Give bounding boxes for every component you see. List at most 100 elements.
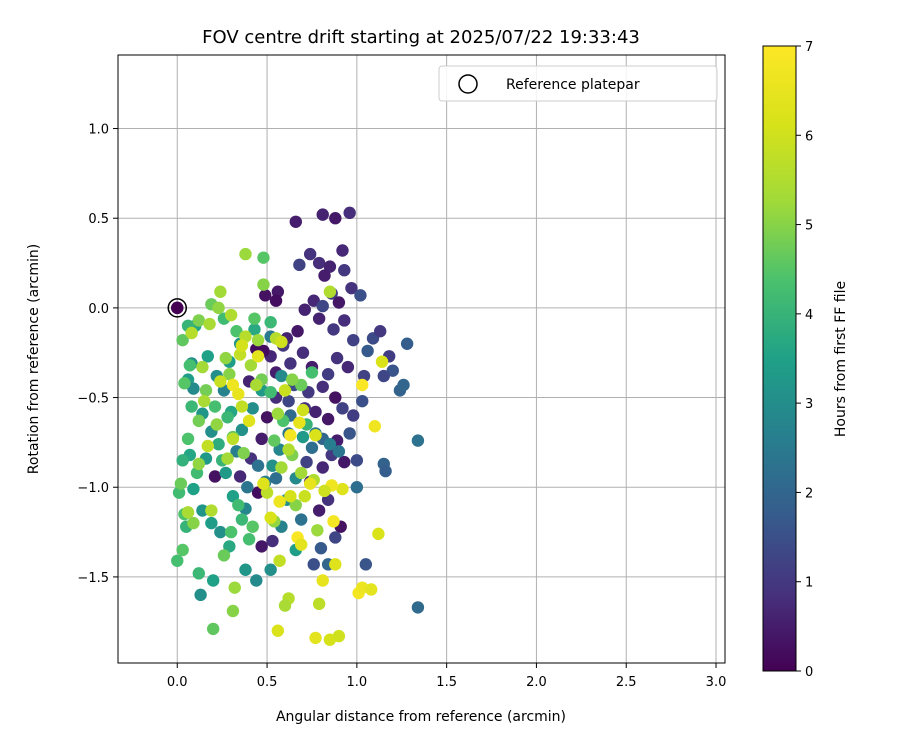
reference-fill-point (171, 301, 184, 315)
scatter-point (269, 294, 283, 307)
scatter-point (316, 208, 329, 221)
scatter-point (332, 629, 346, 643)
scatter-point (244, 359, 258, 372)
scatter-point (223, 368, 236, 381)
scatter-point (293, 416, 306, 429)
y-tick-label: −1.0 (77, 481, 109, 496)
scatter-point (338, 264, 351, 277)
scatter-point (178, 377, 191, 390)
scatter-point (192, 414, 206, 428)
scatter-point (226, 604, 240, 618)
y-tick-label: 0.5 (88, 212, 109, 227)
scatter-point (219, 351, 232, 365)
scatter-point (278, 599, 292, 612)
x-tick-label: 2.5 (616, 675, 637, 690)
scatter-point (228, 581, 241, 594)
scatter-point (296, 403, 310, 417)
scatter-point (309, 405, 322, 419)
scatter-point (210, 418, 223, 431)
scatter-point (246, 520, 259, 533)
scatter-point (257, 251, 270, 264)
scatter-point (214, 525, 227, 539)
scatter-point (311, 524, 324, 537)
scatter-point (235, 513, 249, 526)
scatter-point (303, 477, 317, 490)
scatter-point (282, 394, 295, 408)
scatter-point (309, 631, 322, 645)
scatter-point (221, 452, 234, 465)
scatter-point (264, 563, 277, 576)
scatter-point (264, 385, 277, 399)
scatter-point (329, 531, 342, 544)
scatter-point (368, 420, 382, 433)
scatter-point (223, 540, 236, 553)
scatter-point (232, 387, 245, 401)
scatter-point (251, 486, 265, 499)
scatter-point (375, 355, 389, 368)
scatter-point (291, 325, 304, 338)
scatter-point (192, 567, 206, 580)
colorbar-tick-label: 0 (805, 665, 813, 680)
scatter-point (327, 323, 340, 336)
scatter-point (201, 350, 214, 363)
y-axis-ticks: −1.5 −1.0 −0.5 0.0 0.5 1.0 (77, 123, 118, 586)
scatter-point (255, 432, 268, 446)
scatter-point (235, 423, 249, 437)
scatter-point (201, 439, 214, 453)
scatter-point (198, 394, 211, 408)
scatter-point (329, 212, 342, 225)
scatter-point (273, 554, 286, 567)
x-axis-ticks: 0.0 0.5 1.0 1.5 2.0 2.5 3.0 (167, 663, 726, 690)
legend: Reference platepar (438, 65, 718, 102)
scatter-point (312, 504, 326, 517)
scatter-point (307, 294, 320, 307)
scatter-point (248, 312, 261, 325)
colorbar-label: Hours from first FF file (833, 281, 849, 437)
scatter-point (356, 378, 369, 392)
scatter-point (230, 325, 243, 338)
scatter-point (171, 554, 184, 567)
scatter-point (264, 316, 277, 329)
scatter-point (296, 346, 310, 359)
x-tick-label: 1.0 (347, 675, 368, 690)
y-tick-label: 1.0 (88, 123, 109, 138)
scatter-point (296, 430, 310, 444)
y-tick-label: 0.0 (88, 302, 109, 317)
scatter-point (242, 414, 256, 428)
scatter-point (271, 624, 285, 637)
scatter-point (316, 380, 329, 393)
scatter-point (264, 511, 277, 524)
scatter-point (226, 432, 240, 446)
scatter-point (294, 378, 308, 392)
scatter-point (361, 344, 374, 358)
scatter-point (196, 360, 209, 374)
scatter-point (284, 357, 297, 370)
scatter-point (181, 506, 195, 519)
colorbar-tick-label: 3 (805, 397, 813, 412)
scatter-point (312, 312, 326, 325)
scatter-point (206, 574, 220, 587)
scatter-point (305, 441, 319, 454)
scatter-point (303, 247, 317, 261)
scatter-point (212, 301, 225, 315)
x-tick-label: 0.0 (167, 675, 188, 690)
scatter-point (269, 472, 283, 485)
y-tick-label: −1.5 (77, 571, 109, 586)
scatter-point (248, 323, 261, 336)
scatter-point (289, 215, 302, 228)
scatter-point (294, 466, 308, 480)
scatter-point (221, 411, 234, 424)
scatter-point (203, 317, 216, 331)
scatter-point (275, 461, 288, 474)
chart-title: FOV centre drift starting at 2025/07/22 … (202, 27, 640, 48)
scatter-point (300, 455, 313, 469)
legend-open-circle-marker (458, 74, 478, 94)
scatter-point (208, 400, 222, 413)
colorbar-tick-label: 4 (805, 308, 813, 323)
scatter-point (400, 337, 414, 350)
scatter-point (275, 335, 288, 349)
scatter-point (354, 289, 367, 302)
scatter-point (242, 533, 256, 546)
